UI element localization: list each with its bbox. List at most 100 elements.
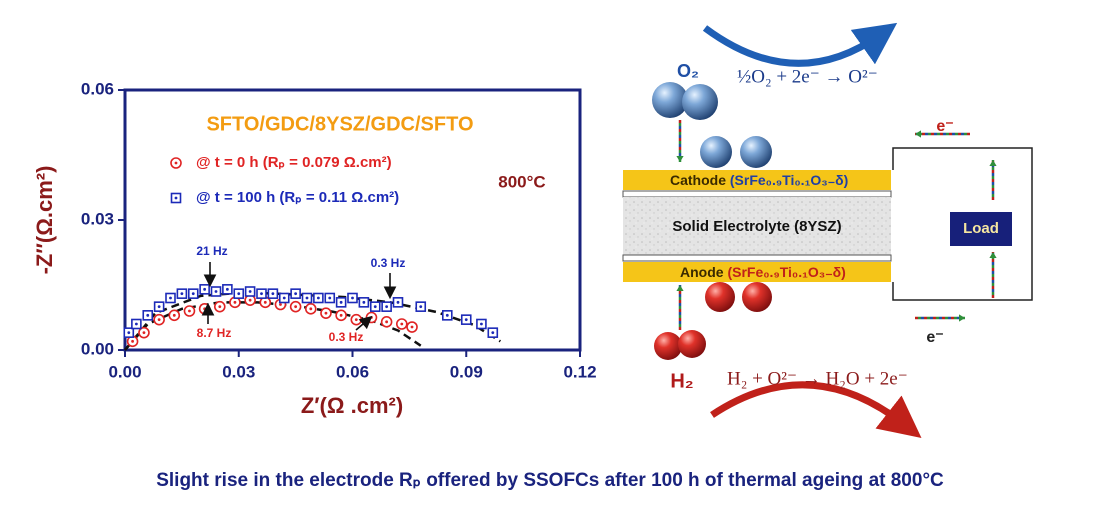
circle-marker: [138, 326, 150, 339]
square-marker: [392, 297, 404, 308]
square-marker: [290, 288, 301, 299]
marker-dot: [385, 305, 389, 309]
marker-dot: [480, 322, 483, 326]
square-marker: [324, 292, 336, 304]
annotation-arrow: [355, 315, 373, 331]
square-marker: [210, 286, 222, 297]
fit-line: [124, 291, 502, 351]
marker-dot: [410, 325, 414, 329]
y-tick-label: 0.03: [81, 209, 114, 228]
electron-label: e⁻: [926, 329, 943, 346]
marker-dot: [309, 307, 313, 311]
square-marker: [142, 310, 154, 321]
circle-marker: [304, 303, 317, 315]
cathode-name: Cathode: [670, 172, 726, 188]
marker-dot: [180, 292, 184, 296]
square-marker: [347, 292, 358, 304]
marker-dot: [174, 196, 178, 200]
o2-atom: [682, 84, 718, 120]
circle-marker: [380, 316, 393, 328]
circle-marker: [183, 305, 196, 317]
marker-dot: [237, 292, 241, 296]
hydrogen-atom: [742, 282, 772, 312]
annotation: 800°C: [498, 172, 545, 191]
caption: Slight rise in the electrode Rₚ offered …: [156, 470, 944, 491]
marker-dot: [370, 316, 373, 319]
y-tick-label: 0.06: [81, 79, 114, 98]
marker-dot: [188, 309, 191, 313]
flow-head: [959, 314, 965, 322]
marker-dot: [305, 296, 309, 300]
annotation: 0.3 Hz: [371, 256, 406, 270]
marker-dot: [328, 296, 332, 300]
marker-dot: [445, 313, 449, 317]
circle-marker: [213, 300, 226, 313]
annotation: 21 Hz: [196, 244, 227, 258]
square-marker: [267, 288, 279, 299]
h2-label: H₂: [670, 370, 693, 392]
anode-formula: (SrFe₀.₉Ti₀.₁O₃₋δ): [727, 264, 845, 280]
circle-marker: [289, 300, 302, 313]
square-marker: [278, 292, 290, 304]
marker-dot: [248, 298, 252, 302]
annotation: 0.3 Hz: [329, 330, 364, 344]
square-marker: [487, 327, 499, 338]
square-marker: [335, 297, 347, 308]
flow-head: [676, 156, 684, 162]
square-marker: [131, 318, 142, 330]
cycle-arrow: [710, 381, 922, 439]
square-marker: [199, 284, 210, 295]
x-tick-label: 0.12: [563, 362, 596, 381]
square-marker: [153, 301, 165, 312]
marker-dot: [464, 318, 468, 322]
anode-name: Anode: [680, 264, 724, 280]
flow-head: [676, 285, 684, 291]
flow-head: [989, 252, 997, 258]
marker-dot: [134, 322, 138, 326]
x-axis-label: Z′(Ω .cm²): [301, 393, 403, 418]
flow-head: [989, 160, 997, 166]
hydrogen-atom: [705, 282, 735, 312]
square-marker: [441, 310, 453, 321]
marker-dot: [218, 305, 222, 309]
marker-dot: [172, 313, 176, 317]
marker-dot: [263, 300, 267, 304]
x-tick-label: 0.06: [336, 362, 369, 381]
marker-dot: [354, 318, 358, 322]
marker-dot: [214, 290, 218, 293]
oxygen-atom: [700, 136, 732, 168]
marker-dot: [157, 318, 161, 322]
marker-dot: [127, 331, 131, 335]
interlayer: [622, 254, 892, 262]
annotation: 8.7 Hz: [197, 326, 232, 340]
circle-marker: [153, 313, 165, 326]
flow-arrows: [676, 120, 997, 330]
y-tick-label: 0.00: [81, 339, 114, 358]
electrolyte-label: Solid Electrolyte (8YSZ): [672, 218, 841, 235]
marker-dot: [419, 305, 423, 309]
circle-marker: [395, 318, 408, 330]
cathode-reaction: ½O₂ + 2e⁻ → O²⁻: [737, 66, 878, 87]
cycle-arrow: [702, 22, 898, 67]
marker-dot: [400, 322, 404, 326]
anode-reaction: H₂ + O²⁻ → H₂O + 2e⁻: [727, 368, 908, 389]
marker-dot: [339, 313, 343, 317]
marker-dot: [339, 300, 343, 304]
square-marker: [233, 288, 245, 299]
load-label: Load: [963, 220, 999, 237]
marker-dot: [385, 320, 389, 324]
marker-dot: [396, 300, 400, 304]
circle-marker: [406, 321, 418, 333]
square-marker: [123, 327, 135, 338]
cathode-layer: [623, 170, 891, 190]
marker-dot: [491, 331, 495, 335]
square-marker: [187, 288, 199, 299]
square-marker: [222, 284, 233, 295]
marker-dot: [316, 296, 320, 300]
legend-label: @ t = 100 h (Rₚ = 0.11 Ω.cm²): [196, 189, 399, 206]
chart-title: SFTO/GDC/8YSZ/GDC/SFTO: [206, 113, 473, 135]
marker-dot: [294, 305, 298, 309]
square-marker: [256, 288, 267, 299]
